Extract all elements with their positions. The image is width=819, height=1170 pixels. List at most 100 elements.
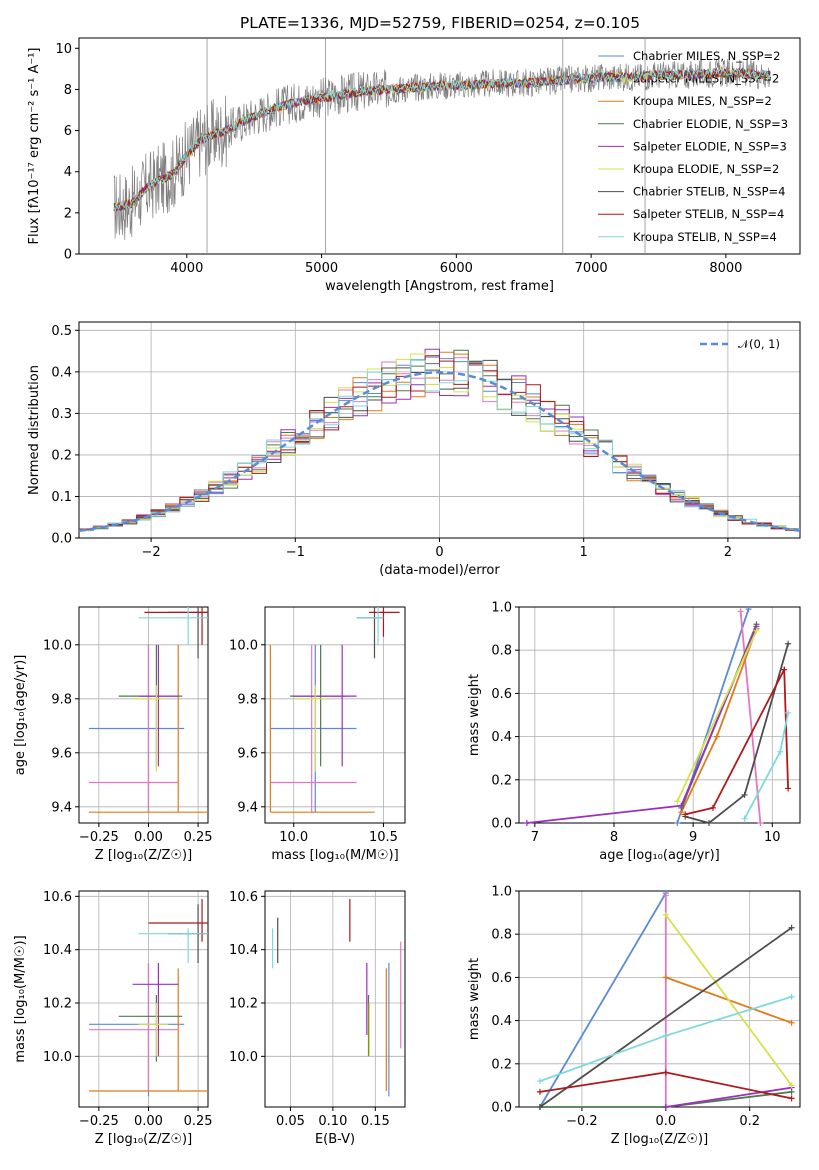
x-tick-label: 0.25 [184, 1114, 213, 1129]
x-tick-label: 0.05 [276, 1114, 305, 1129]
x-axis-label: Z [log₁₀(Z/Z☉)] [611, 1132, 708, 1147]
x-axis-label: Z [log₁₀(Z/Z☉)] [95, 1132, 192, 1147]
y-tick-label: 9.6 [237, 746, 258, 761]
marker-chabrier_stelib [536, 1104, 543, 1110]
y-tick-label: 10.6 [43, 890, 72, 905]
y-tick-label: 10.2 [43, 997, 72, 1012]
y-tick-label: 0.2 [51, 448, 72, 463]
x-tick-label: −0.25 [79, 830, 119, 845]
legend-label-chabrier_elodie: Chabrier ELODIE, N_SSP=3 [633, 117, 788, 131]
marker-kroupa_miles [662, 974, 669, 981]
y-tick-label: 0.4 [491, 1014, 512, 1029]
y-tick-label: 0 [64, 248, 72, 263]
hist-kroupa_stelib [79, 359, 800, 531]
marker-salpeter_stelib [709, 804, 716, 811]
x-tick-label: 10.0 [279, 830, 308, 845]
marker-salpeter_stelib [788, 1095, 795, 1102]
legend-label-kroupa_elodie: Kroupa ELODIE, N_SSP=2 [633, 162, 779, 176]
x-axis-label: mass [log₁₀(M/M☉)] [271, 848, 398, 863]
axes-frame [518, 890, 801, 1108]
line-salpeter_stelib [684, 666, 789, 816]
x-tick-label: 0.25 [184, 830, 213, 845]
legend-label-chabrier_stelib: Chabrier STELIB, N_SSP=4 [633, 185, 785, 199]
x-tick-label: 1 [580, 545, 588, 560]
axes-frame [78, 321, 801, 539]
hist-salpeter_elodie [79, 348, 800, 531]
y-tick-label: 9.4 [51, 800, 72, 815]
marker-kroupa_elodie [674, 798, 681, 805]
y-tick-label: 8 [64, 83, 72, 98]
marker-kroupa_stelib [788, 993, 795, 1000]
y-tick-label: 0.1 [51, 490, 72, 505]
x-tick-label: 0.00 [134, 830, 163, 845]
line-chabrier_miles [539, 892, 667, 1108]
line-kroupa_elodie [676, 630, 758, 802]
x-tick-label: 0 [435, 545, 443, 560]
y-tick-label: 10.0 [43, 638, 72, 653]
x-tick-label: −0.2 [566, 1114, 598, 1129]
marker-kroupa_miles [713, 733, 720, 740]
marker-salpeter_miles [737, 608, 744, 615]
x-tick-label: −1 [286, 545, 305, 560]
marker-kroupa_stelib [777, 748, 784, 755]
x-tick-label: 6000 [440, 261, 473, 276]
y-tick-label: 0.4 [491, 730, 512, 745]
hist-chabrier_stelib [79, 359, 800, 531]
y-axis-label: mass weight [467, 674, 482, 756]
legend-label-chabrier_miles: Chabrier MILES, N_SSP=2 [633, 49, 780, 63]
y-tick-label: 10.0 [229, 1050, 258, 1065]
marker-chabrier_miles [745, 606, 752, 613]
y-axis-label: mass weight [467, 958, 482, 1040]
x-tick-label: 9 [689, 830, 697, 845]
y-axis-label: Normed distribution [27, 365, 42, 495]
x-tick-label: 7 [531, 830, 539, 845]
y-tick-label: 10.6 [229, 890, 258, 905]
y-tick-label: 0.6 [491, 687, 512, 702]
x-tick-label: 0.10 [318, 1114, 347, 1129]
y-tick-label: 0.4 [51, 365, 72, 380]
marker-salpeter_miles [757, 820, 764, 826]
y-tick-label: 9.8 [237, 692, 258, 707]
marker-salpeter_stelib [781, 666, 788, 673]
marker-kroupa_stelib [785, 709, 792, 716]
marker-salpeter_stelib [682, 811, 689, 818]
line-chabrier_stelib [684, 643, 789, 824]
legend-label-salpeter_elodie: Salpeter ELODIE, N_SSP=3 [633, 139, 787, 153]
marker-salpeter_stelib [785, 785, 792, 792]
y-tick-label: 0.5 [51, 324, 72, 339]
y-tick-label: 0.3 [51, 407, 72, 422]
y-axis-label: Flux [fλ10⁻¹⁷ erg cm⁻² s⁻¹ A⁻¹] [27, 48, 42, 245]
marker-salpeter_elodie [523, 820, 530, 826]
line-kroupa_elodie [665, 914, 793, 1086]
gaussian-curve [78, 371, 801, 532]
marker-kroupa_elodie [788, 1082, 795, 1089]
x-tick-label: 7000 [575, 261, 608, 276]
y-tick-label: 0.8 [491, 928, 512, 943]
y-tick-label: 10 [55, 42, 72, 57]
marker-chabrier_stelib [788, 924, 795, 931]
x-tick-label: 8 [610, 830, 618, 845]
axes-frame [264, 606, 406, 824]
marker-chabrier_stelib [785, 640, 792, 647]
marker-chabrier_miles [674, 820, 681, 826]
x-axis-label: wavelength [Angstrom, rest frame] [325, 279, 554, 294]
marker-kroupa_stelib [536, 1078, 543, 1085]
y-tick-label: 9.8 [51, 692, 72, 707]
y-tick-label: 0.6 [491, 971, 512, 986]
axes-frame [78, 890, 209, 1108]
legend-label-kroupa_miles: Kroupa MILES, N_SSP=2 [633, 94, 772, 108]
y-axis-label: mass [log₁₀(M/M☉)] [13, 935, 28, 1062]
marker-salpeter_stelib [536, 1088, 543, 1095]
spectrum-title: PLATE=1336, MJD=52759, FIBERID=0254, z=0… [240, 14, 640, 32]
line-salpeter_miles [739, 611, 762, 824]
y-tick-label: 10.2 [229, 997, 258, 1012]
y-tick-label: 10.4 [229, 943, 258, 958]
y-axis-label: age [log₁₀(age/yr)] [13, 655, 28, 776]
y-tick-label: 9.6 [51, 746, 72, 761]
y-tick-label: 2 [64, 206, 72, 221]
marker-chabrier_stelib [741, 791, 748, 798]
x-tick-label: 10.5 [369, 830, 398, 845]
marker-kroupa_elodie [662, 911, 669, 918]
marker-kroupa_stelib [741, 815, 748, 822]
